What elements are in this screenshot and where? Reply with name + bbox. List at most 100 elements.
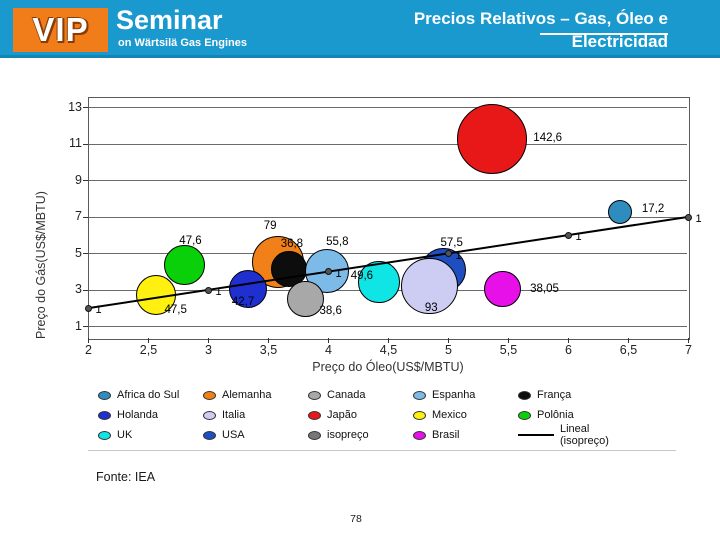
gridline-y7 bbox=[89, 216, 687, 218]
y-axis-tick bbox=[83, 216, 88, 218]
isopreco-point bbox=[685, 213, 692, 221]
bubble-label-italia: 93 bbox=[424, 301, 438, 314]
x-axis-tick bbox=[628, 338, 629, 343]
y-tick-label: 9 bbox=[75, 172, 82, 187]
legend-item-canada: Canada bbox=[308, 389, 413, 401]
legend-label: Mexico bbox=[432, 409, 467, 421]
y-axis-tick bbox=[83, 107, 88, 108]
y-tick-label: 3 bbox=[75, 282, 82, 296]
legend-item-holanda: Holanda bbox=[98, 409, 203, 421]
x-axis-tick bbox=[448, 338, 449, 343]
legend-row: Holanda Italia Japão Mexico Polônia bbox=[88, 405, 676, 425]
bubble-label-polonia: 47,6 bbox=[179, 234, 202, 247]
legend-item-isopreco: isopreço bbox=[308, 429, 413, 441]
legend-label: Espanha bbox=[432, 389, 476, 401]
legend-label: Africa do Sul bbox=[117, 389, 180, 401]
y-axis-tick bbox=[83, 253, 88, 254]
isopreco-point-label: 1 bbox=[215, 286, 222, 298]
slide-title: Precios Relativos – Gas, Óleo e Electric… bbox=[414, 7, 668, 53]
legend-item-brasil: Brasil bbox=[413, 429, 518, 441]
y-axis-tick bbox=[83, 180, 88, 181]
bubble-label-canada: 38,6 bbox=[319, 305, 342, 318]
y-axis-tick bbox=[83, 326, 88, 327]
x-tick-label: 6 bbox=[565, 343, 572, 357]
x-axis-tick bbox=[688, 338, 689, 343]
bubble-label-africa-do-sul: 17,2 bbox=[641, 203, 665, 216]
legend-marker-swatch bbox=[98, 390, 111, 400]
legend-label: Japão bbox=[327, 409, 357, 421]
x-tick-label: 5,5 bbox=[499, 343, 518, 357]
legend-marker-swatch bbox=[518, 410, 531, 420]
legend-marker-swatch bbox=[203, 410, 216, 420]
legend-item-polonia: Polônia bbox=[518, 409, 623, 421]
bubble-label-franca: 36,8 bbox=[280, 238, 304, 250]
bubble-label-usa: 57,5 bbox=[440, 236, 463, 249]
vip-logo-text: VIP bbox=[32, 11, 89, 48]
legend-label: Holanda bbox=[117, 409, 158, 421]
gridline-y1 bbox=[89, 326, 687, 327]
x-tick-label: 7 bbox=[685, 343, 692, 357]
legend-item-japao: Japão bbox=[308, 409, 413, 421]
legend-label: UK bbox=[117, 429, 133, 441]
bubble-label-japao: 142,6 bbox=[533, 131, 563, 144]
bubble-italia bbox=[401, 257, 458, 315]
y-tick-label: 1 bbox=[75, 318, 82, 333]
x-axis-tick bbox=[388, 338, 389, 343]
isopreco-point-label: 1 bbox=[695, 213, 702, 225]
bubble-uk bbox=[358, 261, 400, 303]
bubble-label-alemanha: 79 bbox=[263, 220, 277, 233]
legend-item-africa-do-sul: Africa do Sul bbox=[98, 389, 203, 401]
legend-label: Canada bbox=[327, 389, 366, 401]
legend-marker-swatch bbox=[413, 410, 426, 420]
legend-label: Polônia bbox=[537, 409, 574, 421]
legend-marker-swatch bbox=[308, 430, 321, 440]
gridline-y13 bbox=[89, 107, 687, 108]
page-number: 78 bbox=[350, 513, 362, 525]
legend-marker-swatch bbox=[203, 430, 216, 440]
logo-seminar-text: Seminar bbox=[116, 5, 223, 35]
legend-label: Alemanha bbox=[222, 389, 272, 401]
chart-legend: Africa do Sul Alemanha Canada Espanha França… bbox=[88, 385, 676, 451]
x-axis-tick bbox=[208, 338, 209, 343]
legend-item-lineal-isopreco-: Lineal (isopreço) bbox=[518, 423, 623, 447]
x-tick-label: 4 bbox=[325, 343, 332, 357]
y-tick-label: 11 bbox=[69, 136, 82, 150]
gridline-y9 bbox=[89, 180, 687, 181]
isopreco-point bbox=[325, 268, 332, 276]
title-underline bbox=[540, 33, 668, 35]
isopreco-point-label: 1 bbox=[95, 304, 102, 317]
legend-line-swatch bbox=[518, 434, 554, 436]
x-axis-tick bbox=[568, 338, 569, 343]
slide-title-line2: Electricidad bbox=[571, 32, 668, 51]
y-tick-label: 13 bbox=[68, 99, 82, 114]
bubble-label-espanha: 55,8 bbox=[326, 236, 349, 249]
bubble-holanda bbox=[228, 269, 268, 309]
legend-item-italia: Italia bbox=[203, 409, 308, 421]
x-axis-tick bbox=[268, 338, 269, 343]
bubble-brasil bbox=[484, 271, 521, 308]
legend-item-mexico: Mexico bbox=[413, 409, 518, 421]
x-tick-label: 4,5 bbox=[379, 343, 398, 357]
legend-marker-swatch bbox=[308, 410, 321, 420]
source-note: Fonte: IEA bbox=[96, 470, 156, 484]
x-axis-tick bbox=[88, 338, 89, 343]
legend-marker-swatch bbox=[308, 390, 321, 400]
y-axis-tick bbox=[83, 289, 88, 291]
x-tick-label: 2,5 bbox=[139, 343, 158, 357]
legend-label: França bbox=[537, 389, 572, 401]
x-tick-label: 3,5 bbox=[259, 343, 278, 357]
gridline-y5 bbox=[89, 253, 687, 254]
isopreco-point bbox=[85, 304, 92, 312]
legend-marker-swatch bbox=[413, 430, 426, 440]
slide-title-line1: Precios Relativos – Gas, Óleo e bbox=[413, 9, 668, 28]
x-tick-label: 5 bbox=[445, 343, 452, 357]
legend-label: Brasil bbox=[432, 429, 460, 441]
y-tick-label: 5 bbox=[75, 245, 82, 260]
x-axis-title: Preço do Óleo(US$/MBTU) bbox=[312, 360, 464, 374]
bubble-label-holanda: 42,7 bbox=[231, 296, 255, 309]
isopreco-point-label: 1 bbox=[455, 249, 462, 262]
isopreco-point bbox=[445, 250, 452, 257]
legend-label: USA bbox=[222, 429, 245, 441]
legend-row: UK USA isopreço Brasil Lineal (isopreço) bbox=[88, 423, 676, 447]
legend-item-usa: USA bbox=[203, 429, 308, 441]
